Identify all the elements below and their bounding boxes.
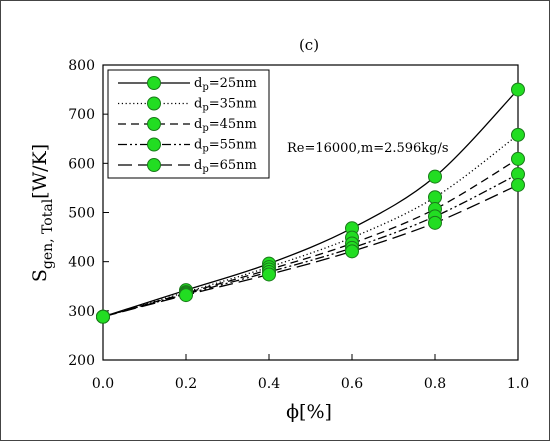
y-axis-label-text: Sgen, Total[W/K] bbox=[29, 144, 56, 282]
data-point-s5 bbox=[511, 177, 525, 192]
x-tick-label: 1.0 bbox=[507, 376, 529, 392]
y-tick-label: 500 bbox=[68, 206, 95, 222]
legend: dp=25nm dp=35nm dp=45nm dp=55nm dp=65nm bbox=[107, 69, 270, 179]
legend-marker-5 bbox=[147, 158, 161, 172]
series-line-2 bbox=[102, 134, 519, 318]
legend-marker-4 bbox=[147, 137, 161, 152]
legend-label-3: dp=45nm bbox=[194, 117, 257, 134]
annotation-text: Re=16000,m=2.596kg/s bbox=[287, 141, 449, 156]
x-tick-label: 0.2 bbox=[175, 376, 197, 392]
data-point-s1 bbox=[428, 169, 442, 184]
data-point-s2 bbox=[511, 127, 525, 142]
legend-label-1: dp=25nm bbox=[194, 76, 257, 93]
legend-label-4: dp=55nm bbox=[194, 138, 257, 155]
y-tick-label: 800 bbox=[68, 58, 95, 74]
y-tick-label: 400 bbox=[68, 255, 95, 271]
x-tick-label: 0.0 bbox=[92, 376, 114, 392]
plot-area: 200 300 400 500 600 700 800 0.0 0.2 0.4 0.6 0.8 1.0 bbox=[68, 58, 529, 392]
data-point-s5 bbox=[96, 309, 110, 324]
series-line-3 bbox=[102, 158, 519, 318]
x-tick-label: 0.8 bbox=[424, 376, 446, 392]
y-tick-label: 600 bbox=[68, 156, 95, 172]
data-point-s2 bbox=[428, 190, 442, 205]
x-tick-label: 0.6 bbox=[341, 376, 363, 392]
series-line-1 bbox=[102, 89, 519, 318]
y-tick-label: 700 bbox=[68, 107, 95, 123]
x-tick-label: 0.4 bbox=[258, 376, 280, 392]
data-point-s1 bbox=[511, 82, 525, 97]
y-tick-label: 200 bbox=[68, 353, 95, 369]
data-point-s5 bbox=[262, 267, 276, 282]
legend-label-2: dp=35nm bbox=[194, 97, 257, 114]
data-point-s5 bbox=[345, 244, 359, 259]
data-point-s5 bbox=[428, 215, 442, 230]
legend-marker-2 bbox=[147, 96, 161, 111]
legend-marker-1 bbox=[147, 76, 161, 90]
y-axis-label: Sgen, Total[W/K] bbox=[29, 144, 56, 282]
series-line-4 bbox=[102, 173, 519, 318]
y-tick-label: 300 bbox=[68, 304, 95, 320]
legend-label-5: dp=65nm bbox=[194, 158, 257, 175]
x-axis-label: ϕ[%] bbox=[286, 401, 332, 423]
data-point-s5 bbox=[179, 288, 193, 303]
data-point-s3 bbox=[511, 151, 525, 166]
panel-label: (c) bbox=[299, 36, 319, 54]
legend-marker-3 bbox=[147, 117, 161, 131]
